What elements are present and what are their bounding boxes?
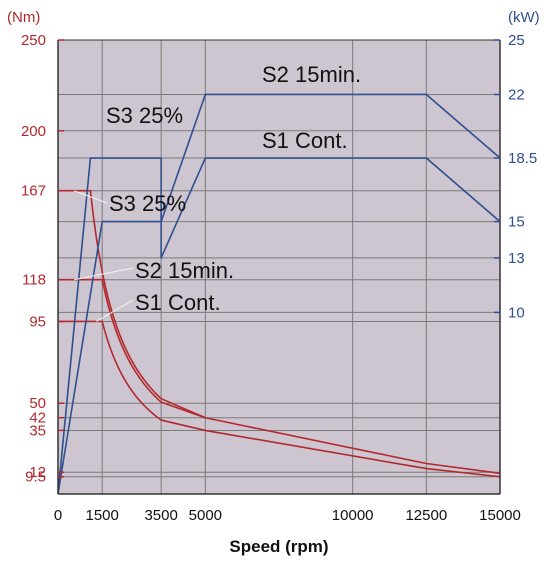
left-tick-label-50: 50 xyxy=(29,395,46,412)
right-tick-label-22: 22 xyxy=(508,86,525,103)
leader-line-s1-cont xyxy=(96,299,134,322)
x-tick-label-1500: 1500 xyxy=(86,507,119,524)
series-torque-s1-cont xyxy=(58,320,501,478)
left-tick-label-167: 167 xyxy=(21,183,46,200)
left-tick-label-118: 118 xyxy=(22,272,46,289)
left-unit-label: (Nm) xyxy=(7,9,40,26)
leader-line-s3-25 xyxy=(74,190,108,204)
annotation-power-s2: S2 15min. xyxy=(262,62,361,87)
left-tick-label-12: 12 xyxy=(29,464,46,481)
annotation-torque-s1: S1 Cont. xyxy=(135,290,221,315)
x-tick-label-0: 0 xyxy=(54,507,62,524)
left-tick-label-250: 250 xyxy=(21,32,46,49)
left-tick-label-200: 200 xyxy=(21,123,46,140)
series-torque-s2-15min xyxy=(58,278,501,475)
right-tick-label-15: 15 xyxy=(508,214,525,231)
right-tick-label-25: 25 xyxy=(508,32,525,49)
annotation-torque-s3: S3 25% xyxy=(109,191,186,216)
right-tick-label-13: 13 xyxy=(508,250,525,267)
right-unit-label: (kW) xyxy=(508,9,540,26)
leader-layer xyxy=(74,190,134,322)
annotation-power-s3: S3 25% xyxy=(106,103,183,128)
left-tick-label-35: 35 xyxy=(29,422,46,439)
x-tick-label-3500: 3500 xyxy=(144,507,177,524)
series-power-s1-cont xyxy=(57,157,501,495)
leader-line-s2-15min xyxy=(74,267,134,281)
left-tick-label-42: 42 xyxy=(29,410,46,427)
x-axis-title: Speed (rpm) xyxy=(229,537,328,556)
annotation-power-s1: S1 Cont. xyxy=(262,128,348,153)
series-power-s2-15min xyxy=(57,93,501,495)
x-tick-label-12500: 12500 xyxy=(405,507,447,524)
series-torque-s3-25 xyxy=(58,189,206,419)
left-tick-label-95: 95 xyxy=(29,313,46,330)
series-layer xyxy=(57,93,501,495)
right-tick-label-10: 10 xyxy=(508,304,525,321)
x-tick-label-15000: 15000 xyxy=(479,507,521,524)
x-tick-label-5000: 5000 xyxy=(189,507,222,524)
x-tick-label-10000: 10000 xyxy=(332,507,374,524)
right-tick-label-18-5: 18.5 xyxy=(508,150,537,167)
annotation-torque-s2: S2 15min. xyxy=(135,258,234,283)
left-tick-label-9-5: 9.5 xyxy=(25,469,46,486)
